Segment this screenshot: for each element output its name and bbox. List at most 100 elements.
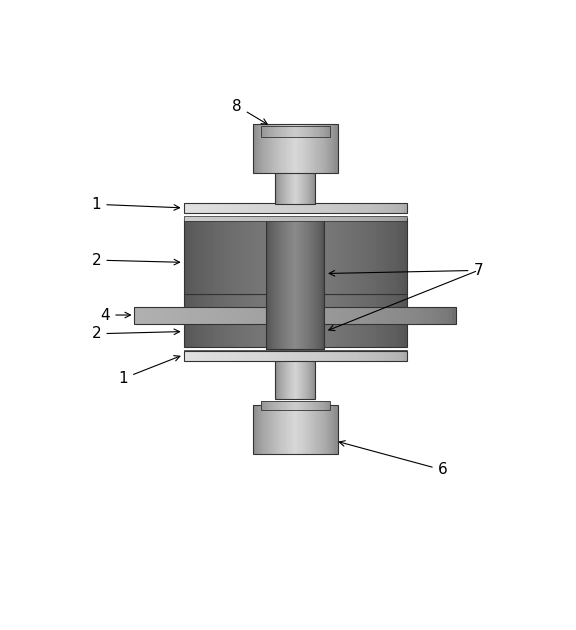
Bar: [288, 124, 289, 173]
Bar: [325, 401, 327, 410]
Bar: [288, 218, 289, 350]
Bar: [384, 218, 388, 294]
Bar: [303, 359, 304, 399]
Text: 1: 1: [119, 356, 180, 386]
Bar: [351, 218, 354, 294]
Bar: [319, 218, 320, 350]
Bar: [312, 124, 313, 173]
Bar: [390, 216, 393, 221]
Bar: [286, 218, 287, 350]
Bar: [324, 401, 325, 410]
Bar: [354, 218, 357, 294]
Bar: [284, 351, 287, 360]
Bar: [228, 203, 231, 213]
Bar: [289, 218, 290, 350]
Bar: [287, 124, 288, 173]
Bar: [319, 401, 320, 410]
Bar: [370, 294, 374, 347]
Bar: [309, 218, 312, 294]
Bar: [269, 126, 270, 137]
Bar: [301, 350, 304, 355]
Bar: [304, 126, 305, 137]
Bar: [382, 294, 385, 347]
Bar: [184, 351, 187, 360]
Bar: [298, 203, 301, 213]
Bar: [326, 218, 329, 294]
Bar: [272, 401, 273, 410]
Bar: [203, 351, 206, 360]
Bar: [309, 171, 310, 204]
Bar: [376, 218, 379, 294]
Bar: [321, 126, 322, 137]
Bar: [253, 294, 256, 347]
Bar: [240, 351, 242, 360]
Bar: [346, 351, 348, 360]
Bar: [206, 216, 209, 221]
Bar: [294, 171, 295, 204]
Bar: [294, 218, 295, 350]
Bar: [228, 218, 231, 294]
Bar: [214, 294, 217, 347]
Bar: [312, 171, 313, 204]
Bar: [330, 405, 331, 454]
Bar: [308, 218, 309, 350]
Bar: [295, 218, 296, 350]
Bar: [294, 218, 295, 350]
Bar: [253, 218, 256, 294]
Bar: [286, 126, 287, 137]
Bar: [428, 307, 432, 324]
Bar: [311, 171, 312, 204]
Bar: [362, 203, 365, 213]
Bar: [304, 171, 305, 204]
Bar: [279, 171, 280, 204]
Bar: [301, 171, 302, 204]
Bar: [257, 405, 258, 454]
Bar: [287, 350, 290, 355]
Bar: [321, 405, 322, 454]
Bar: [296, 359, 297, 399]
Bar: [340, 216, 343, 221]
Bar: [237, 350, 240, 355]
Bar: [301, 294, 304, 347]
Bar: [348, 350, 351, 355]
Bar: [189, 203, 192, 213]
Bar: [283, 405, 285, 454]
Bar: [316, 405, 318, 454]
Bar: [309, 124, 310, 173]
Bar: [303, 218, 304, 350]
Bar: [271, 124, 272, 173]
Bar: [315, 218, 316, 350]
Bar: [315, 401, 316, 410]
Bar: [314, 126, 315, 137]
Bar: [278, 350, 282, 355]
Bar: [231, 216, 234, 221]
Bar: [321, 401, 322, 410]
Bar: [265, 401, 266, 410]
Bar: [264, 405, 266, 454]
Bar: [184, 216, 187, 221]
Bar: [231, 218, 234, 294]
Bar: [306, 216, 309, 221]
Bar: [290, 359, 291, 399]
Bar: [382, 203, 385, 213]
Bar: [404, 203, 407, 213]
Bar: [298, 216, 301, 221]
Bar: [315, 124, 317, 173]
Bar: [335, 124, 336, 173]
Bar: [307, 218, 308, 350]
Bar: [362, 294, 365, 347]
Bar: [209, 216, 212, 221]
Bar: [382, 218, 385, 294]
Bar: [300, 401, 301, 410]
Bar: [384, 294, 388, 347]
Bar: [288, 218, 289, 350]
Bar: [343, 351, 346, 360]
Bar: [304, 124, 305, 173]
Bar: [308, 218, 309, 350]
Bar: [270, 350, 273, 355]
Bar: [326, 405, 327, 454]
Bar: [283, 218, 284, 350]
Bar: [327, 126, 328, 137]
Bar: [262, 401, 263, 410]
Bar: [306, 218, 309, 294]
